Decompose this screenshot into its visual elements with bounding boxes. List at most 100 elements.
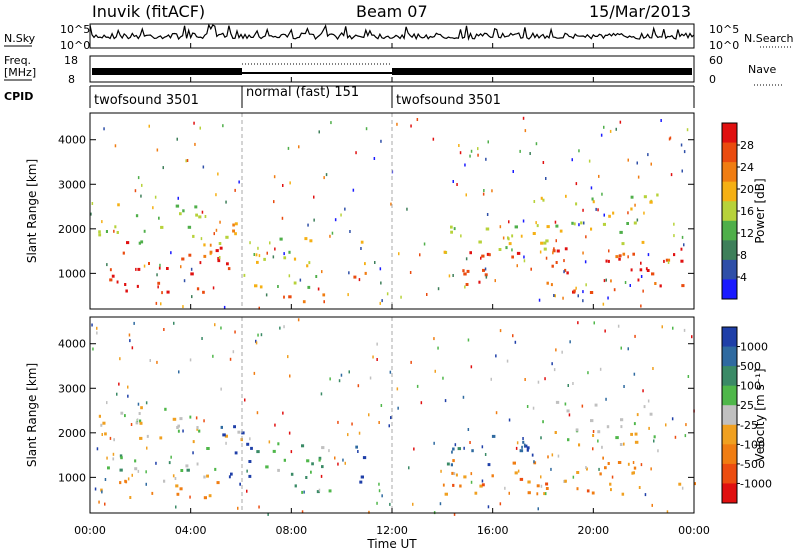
heatmap-cell xyxy=(481,483,485,487)
heatmap-cell xyxy=(572,475,575,479)
freq-tick-right-top: 60 xyxy=(709,54,723,67)
heatmap-cell xyxy=(653,439,655,443)
heatmap-cell xyxy=(452,274,454,277)
heatmap-cell xyxy=(283,256,287,260)
heatmap-cell xyxy=(256,411,259,415)
colorbar-segment xyxy=(722,220,737,241)
heatmap-cell xyxy=(293,281,297,285)
colorbar-segment xyxy=(722,444,737,465)
colorbar-tick-label: -1000 xyxy=(740,477,772,490)
heatmap-cell xyxy=(254,284,258,288)
power-ylabel: Slant Range [km] xyxy=(25,159,39,263)
heatmap-cell xyxy=(180,469,184,472)
heatmap-cell xyxy=(277,285,279,288)
heatmap-cell xyxy=(686,128,689,132)
heatmap-cell xyxy=(617,324,620,328)
heatmap-cell xyxy=(321,446,325,450)
heatmap-cell xyxy=(642,289,644,293)
heatmap-cell xyxy=(248,474,252,478)
heatmap-cell xyxy=(117,203,120,207)
heatmap-cell xyxy=(112,457,115,461)
heatmap-cell xyxy=(192,451,194,455)
heatmap-cell xyxy=(432,137,435,141)
heatmap-cell xyxy=(381,494,383,498)
heatmap-cell xyxy=(553,294,555,297)
heatmap-cell xyxy=(680,247,683,251)
heatmap-cell xyxy=(304,237,308,241)
heatmap-cell xyxy=(459,484,462,488)
heatmap-cell xyxy=(460,234,462,238)
heatmap-cell xyxy=(517,469,520,473)
heatmap-cell xyxy=(557,454,560,458)
heatmap-cell xyxy=(543,492,546,496)
heatmap-cell xyxy=(170,455,172,459)
heatmap-cell xyxy=(443,250,447,254)
heatmap-cell xyxy=(550,467,552,471)
heatmap-cell xyxy=(426,293,428,296)
heatmap-cell xyxy=(186,468,190,472)
heatmap-cell xyxy=(522,440,525,444)
heatmap-cell xyxy=(318,456,322,460)
y-tick-label: 2000 xyxy=(58,427,86,440)
heatmap-cell xyxy=(553,247,555,251)
heatmap-cell xyxy=(536,224,539,228)
heatmap-cell xyxy=(582,299,584,303)
heatmap-cell xyxy=(649,200,653,204)
heatmap-cell xyxy=(444,399,447,403)
heatmap-cell xyxy=(398,252,400,256)
heatmap-cell xyxy=(419,253,421,257)
heatmap-cell xyxy=(396,122,398,126)
heatmap-cell xyxy=(563,259,565,263)
heatmap-cell xyxy=(365,127,368,131)
heatmap-cell xyxy=(452,459,455,463)
heatmap-cell xyxy=(229,357,232,361)
heatmap-cell xyxy=(130,423,133,426)
heatmap-cell xyxy=(463,272,467,276)
heatmap-cell xyxy=(633,422,636,426)
heatmap-cell xyxy=(481,254,485,258)
heatmap-cell xyxy=(627,347,629,351)
heatmap-cell xyxy=(351,422,353,426)
heatmap-cell xyxy=(649,412,653,416)
heatmap-cell xyxy=(434,369,436,373)
heatmap-cell xyxy=(437,346,439,350)
heatmap-cell xyxy=(606,425,610,429)
heatmap-cell xyxy=(104,432,107,436)
heatmap-cell xyxy=(636,218,639,222)
heatmap-cell xyxy=(119,468,123,472)
heatmap-cell xyxy=(202,290,205,294)
heatmap-cell xyxy=(162,166,164,170)
heatmap-cell xyxy=(627,462,630,466)
heatmap-cell xyxy=(91,323,93,327)
colorbar-tick-label: -25 xyxy=(740,419,758,432)
heatmap-cell xyxy=(575,182,578,186)
heatmap-cell xyxy=(499,502,502,506)
heatmap-cell xyxy=(176,137,178,141)
heatmap-cell xyxy=(450,225,453,229)
heatmap-cell xyxy=(598,174,600,178)
heatmap-cell xyxy=(567,438,570,442)
heatmap-cell xyxy=(485,275,488,279)
heatmap-cell xyxy=(545,492,547,496)
heatmap-cell xyxy=(141,183,143,187)
heatmap-cell xyxy=(287,146,290,150)
y-tick-label: 3000 xyxy=(58,382,86,395)
heatmap-cell xyxy=(203,254,207,258)
heatmap-cell xyxy=(105,230,108,233)
heatmap-cell xyxy=(344,207,346,211)
heatmap-cell xyxy=(125,289,128,293)
heatmap-cell xyxy=(364,262,366,266)
heatmap-cell xyxy=(470,480,473,484)
heatmap-cell xyxy=(216,481,220,485)
heatmap-cell xyxy=(451,471,454,475)
heatmap-cell xyxy=(237,430,241,434)
heatmap-cell xyxy=(448,274,451,278)
heatmap-cell xyxy=(360,475,364,479)
heatmap-cell xyxy=(203,475,206,479)
heatmap-cell xyxy=(566,409,570,413)
heatmap-cell xyxy=(656,193,659,197)
heatmap-cell xyxy=(482,268,485,272)
colorbar-segment xyxy=(722,346,737,367)
heatmap-cell xyxy=(109,278,113,282)
heatmap-cell xyxy=(552,251,554,255)
